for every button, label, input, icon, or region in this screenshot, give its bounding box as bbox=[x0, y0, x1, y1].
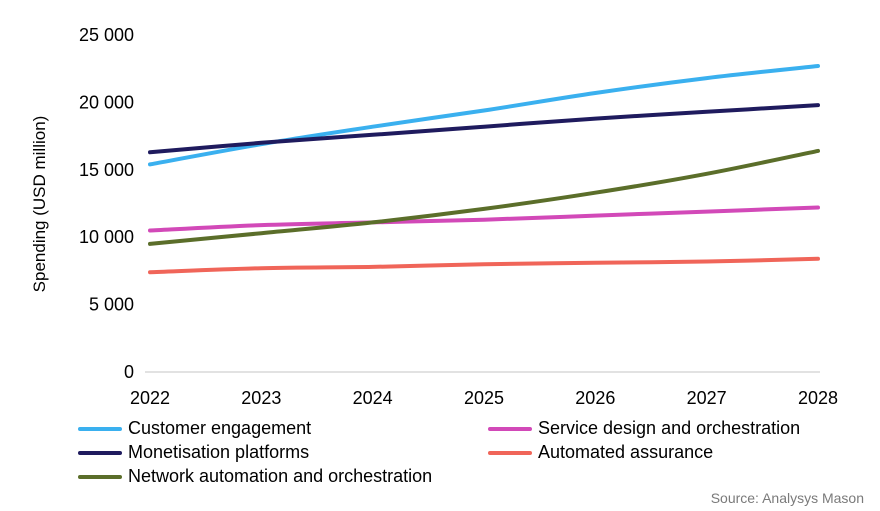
y-tick-label: 10 000 bbox=[79, 227, 134, 247]
legend-swatch bbox=[488, 450, 532, 455]
legend-label: Customer engagement bbox=[128, 418, 312, 438]
x-tick-label: 2027 bbox=[687, 388, 727, 408]
y-tick-label: 20 000 bbox=[79, 92, 134, 112]
legend-label: Monetisation platforms bbox=[128, 442, 310, 462]
legend-swatch bbox=[78, 474, 122, 479]
series-line-1 bbox=[148, 205, 820, 233]
legend-label: Automated assurance bbox=[538, 442, 714, 462]
legend-label: Network automation and orchestration bbox=[128, 466, 433, 486]
legend-label: Service design and orchestration bbox=[538, 418, 801, 438]
legend-item: Network automation and orchestration bbox=[78, 466, 432, 487]
y-tick-label: 5 000 bbox=[89, 295, 134, 315]
series-line-0 bbox=[148, 64, 820, 167]
x-tick-label: 2023 bbox=[241, 388, 281, 408]
series-lines bbox=[148, 64, 820, 275]
y-tick-label: 25 000 bbox=[79, 25, 134, 45]
x-tick-label: 2024 bbox=[353, 388, 393, 408]
legend-item: Service design and orchestration bbox=[488, 418, 800, 439]
series-line-4 bbox=[148, 148, 820, 246]
x-tick-label: 2026 bbox=[575, 388, 615, 408]
legend-item: Monetisation platforms bbox=[78, 442, 309, 463]
source-note: Source: Analysys Mason bbox=[710, 490, 864, 506]
legend-item: Customer engagement bbox=[78, 418, 311, 439]
x-axis-ticks: 2022 2023 2024 2025 2026 2027 2028 bbox=[130, 388, 838, 408]
legend-swatch bbox=[488, 426, 532, 431]
legend-swatch bbox=[78, 426, 122, 431]
series-line-2 bbox=[148, 103, 820, 155]
x-tick-label: 2022 bbox=[130, 388, 170, 408]
y-axis-ticks: 0 5 000 10 000 15 000 20 000 25 000 bbox=[79, 25, 134, 382]
series-line-3 bbox=[148, 256, 820, 275]
y-tick-label: 15 000 bbox=[79, 160, 134, 180]
y-tick-label: 0 bbox=[124, 362, 134, 382]
legend-swatch bbox=[78, 450, 122, 455]
legend-item: Automated assurance bbox=[488, 442, 713, 463]
x-tick-label: 2025 bbox=[464, 388, 504, 408]
x-tick-label: 2028 bbox=[798, 388, 838, 408]
y-axis-label: Spending (USD million) bbox=[30, 116, 49, 293]
